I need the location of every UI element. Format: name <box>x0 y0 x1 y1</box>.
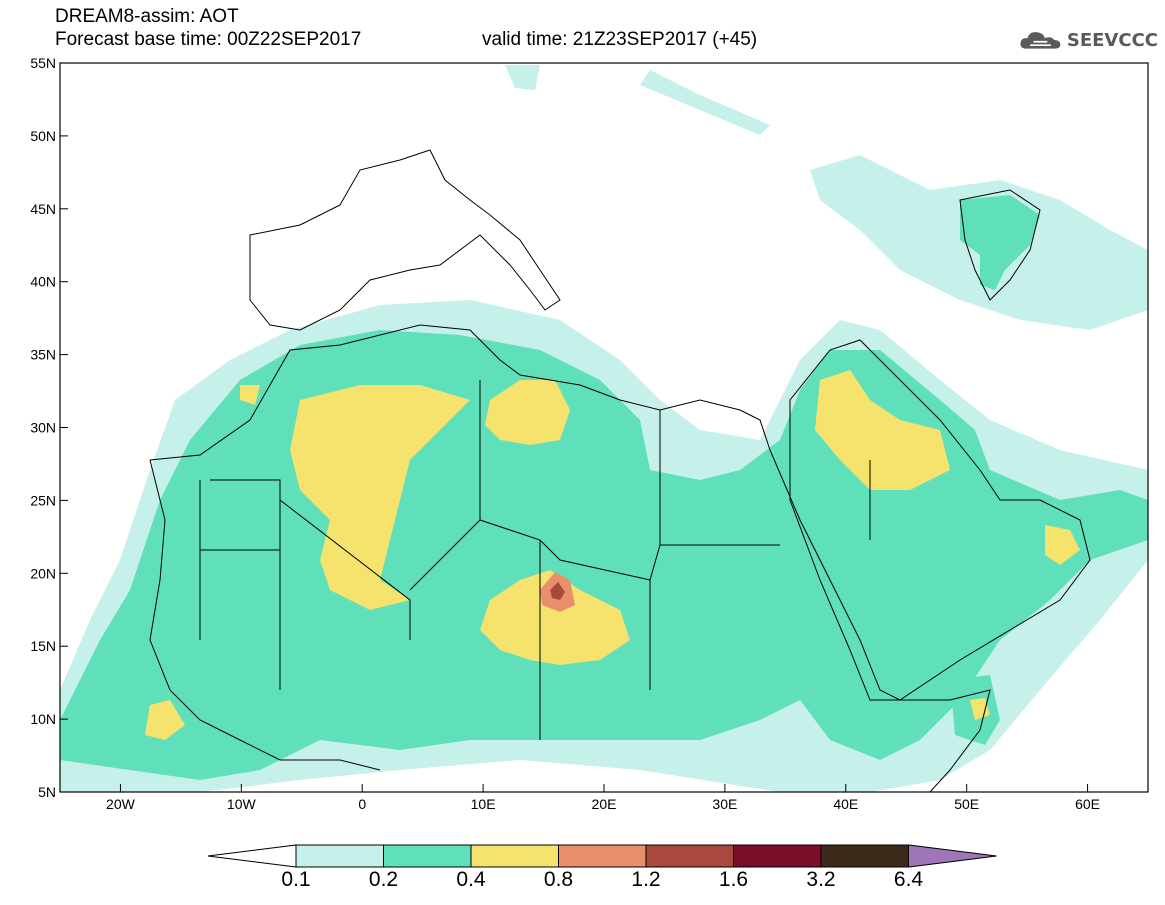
aot-0.4-region <box>240 385 260 405</box>
lat-tick-label: 25N <box>30 492 56 508</box>
aot-0.4-region <box>145 700 185 740</box>
aot-0.4-region <box>290 385 470 610</box>
coastlines <box>149 149 1091 792</box>
aot-0.1-region <box>640 70 770 135</box>
colorbar-level-label: 0.8 <box>543 868 574 891</box>
lat-tick-label: 30N <box>30 420 56 436</box>
aot-0.4-region <box>480 570 630 665</box>
lat-tick-label: 20N <box>30 565 56 581</box>
aot-0.4-region <box>485 380 570 445</box>
aot-0.2-region <box>960 195 1040 290</box>
colorbar-level-label: 3.2 <box>806 868 836 891</box>
lat-tick-label: 5N <box>38 784 56 800</box>
colorbar-level-label: 0.2 <box>368 868 399 891</box>
logo-text: SEEVCCC <box>1066 29 1158 51</box>
colorbar-segment <box>295 844 384 868</box>
aot-field <box>60 65 1148 792</box>
lon-tick-label: 50E <box>954 796 979 812</box>
lon-tick-label: 60E <box>1075 796 1100 812</box>
coastline-africa-north <box>149 324 771 461</box>
colorbar-level-label: 6.4 <box>893 868 924 891</box>
colorbar-level-label: 0.4 <box>456 868 486 891</box>
aot-0.4-region <box>815 370 950 490</box>
lon-tick-label: 40E <box>833 796 858 812</box>
lon-tick-label: 30E <box>712 796 737 812</box>
colorbar-level-label: 1.6 <box>718 868 749 891</box>
lon-tick-label: 20E <box>592 796 617 812</box>
colorbar-segment <box>645 844 734 868</box>
base-time-label: Forecast base time: 00Z22SEP2017 <box>55 29 362 50</box>
lon-tick-label: 20W <box>106 796 136 812</box>
lat-tick-label: 50N <box>30 128 56 144</box>
chart-title: DREAM8-assim: AOT <box>55 6 239 27</box>
colorbar-segment <box>558 844 647 868</box>
coastline-europe <box>249 149 561 331</box>
colorbar-over-arrow <box>908 844 997 868</box>
lon-tick-label: 10W <box>227 796 257 812</box>
coastline-arabia <box>789 339 1091 701</box>
lon-tick-label: 10E <box>471 796 496 812</box>
axis-ticks: 20W 10W 0 10E 20E 30E 40E 50E 60E 5N 10N 15N 20N 25N 3… <box>30 55 1100 812</box>
lat-tick-label: 55N <box>30 55 56 71</box>
coastline-horn-africa <box>900 689 991 792</box>
lon-tick-label: 0 <box>358 796 366 812</box>
colorbar-segment <box>470 844 559 868</box>
lat-tick-label: 45N <box>30 201 56 217</box>
aot-0.4-region <box>970 698 990 720</box>
colorbar-segment <box>383 844 472 868</box>
lat-tick-label: 15N <box>30 638 56 654</box>
coastline-west-africa <box>149 459 381 771</box>
lat-tick-label: 40N <box>30 274 56 290</box>
aot-0.1-region <box>505 65 540 90</box>
colorbar-segment <box>820 844 909 868</box>
aot-0.4-region <box>1045 525 1080 565</box>
lat-tick-label: 10N <box>30 711 56 727</box>
colorbar <box>207 844 997 868</box>
colorbar-level-label: 0.1 <box>281 868 311 891</box>
lat-tick-label: 35N <box>30 347 56 363</box>
seevccc-logo: SEEVCCC <box>1018 25 1158 55</box>
aot-1.2-region <box>550 582 565 600</box>
cloud-icon <box>1020 32 1061 49</box>
border-lines <box>199 380 871 740</box>
valid-time-label: valid time: 21Z23SEP2017 (+45) <box>482 29 758 50</box>
colorbar-segment <box>733 844 822 868</box>
coastline-caspian <box>959 189 1041 301</box>
coastline-red-sea-west <box>769 449 901 701</box>
colorbar-under-arrow <box>207 844 297 868</box>
colorbar-level-label: 1.2 <box>631 868 661 891</box>
